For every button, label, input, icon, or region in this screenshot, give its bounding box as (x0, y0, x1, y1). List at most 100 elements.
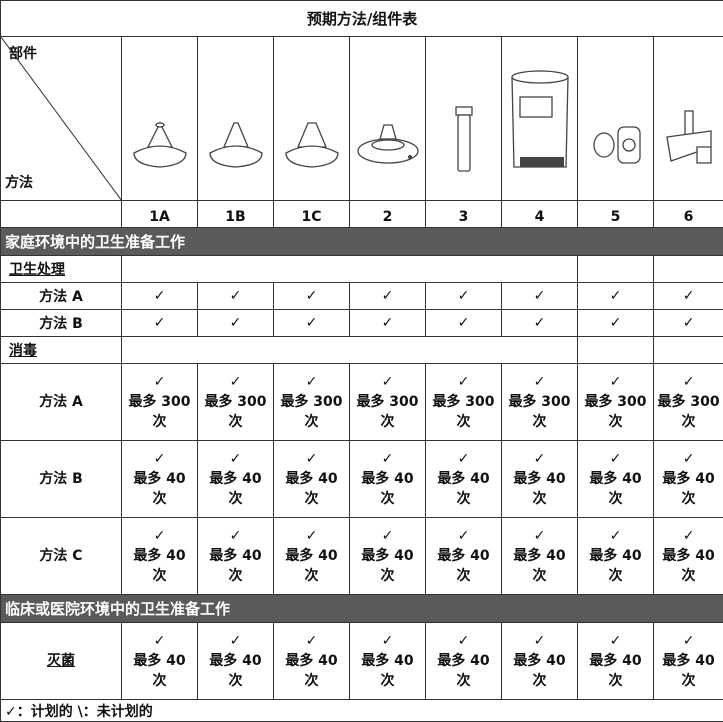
cell-line: ✓ (502, 631, 577, 651)
component-icon (432, 57, 496, 177)
header-corner: 部件方法 (1, 37, 122, 201)
table-cell: ✓ (502, 283, 578, 310)
cell-line: ✓ (350, 449, 425, 469)
table-row: 家庭环境中的卫生准备工作 (1, 228, 723, 256)
cell-line: ✓ (578, 288, 653, 304)
table-cell: ✓ (350, 310, 426, 337)
cell-line: 次 (426, 412, 501, 432)
component-number: 4 (502, 201, 578, 228)
component-icon (356, 57, 420, 177)
cell-line: ✓ (654, 526, 723, 546)
component-image (654, 37, 723, 201)
cell-line: ✓ (578, 315, 653, 331)
cell-line: ✓ (654, 631, 723, 651)
cell-line: 次 (274, 489, 349, 509)
cell-line: 最多 40 (502, 469, 577, 489)
cell-line: 最多 40 (122, 546, 197, 566)
component-image (350, 37, 426, 201)
cell-line: 次 (578, 412, 653, 432)
cell-line: ✓ (350, 526, 425, 546)
cell-line: ✓ (578, 631, 653, 651)
section-header: 临床或医院环境中的卫生准备工作 (1, 595, 723, 623)
cell-line: ✓ (426, 449, 501, 469)
cell-line: 最多 300 (426, 392, 501, 412)
component-number: 3 (426, 201, 502, 228)
cell-line: 次 (654, 412, 723, 432)
cell-line: ✓ (198, 526, 273, 546)
cell-line: 次 (350, 489, 425, 509)
table-cell: ✓ (426, 310, 502, 337)
table-cell: ✓ (654, 310, 723, 337)
cell-line: ✓ (274, 449, 349, 469)
row-label: 灭菌 (1, 623, 122, 700)
cell-line: 最多 300 (578, 392, 653, 412)
cell-line: ✓ (426, 288, 501, 304)
cell-line: 次 (502, 489, 577, 509)
cell-line: ✓ (502, 288, 577, 304)
blank-cell (654, 256, 723, 283)
cell-line: 次 (426, 489, 501, 509)
cell-line: 次 (350, 671, 425, 691)
cell-line: ✓ (654, 288, 723, 304)
cell-line: ✓ (426, 372, 501, 392)
cell-line: 次 (350, 412, 425, 432)
cell-line: ✓ (350, 288, 425, 304)
group-label: 消毒 (1, 337, 122, 364)
table-cell: ✓ (578, 310, 654, 337)
cell-line: 次 (122, 489, 197, 509)
cell-line: 最多 40 (122, 469, 197, 489)
cell-line: 最多 40 (502, 651, 577, 671)
cell-line: ✓ (502, 372, 577, 392)
cell-line: ✓ (274, 631, 349, 651)
cell-line: 最多 300 (122, 392, 197, 412)
cell-line: 次 (654, 566, 723, 586)
cell-line: ✓ (426, 526, 501, 546)
component-image (198, 37, 274, 201)
table-row: 方法 A✓✓✓✓✓✓✓✓ (1, 283, 723, 310)
cell-line: 最多 40 (350, 469, 425, 489)
cell-line: 最多 40 (426, 469, 501, 489)
cell-line: 次 (198, 566, 273, 586)
cell-line: 次 (426, 671, 501, 691)
table-title: 预期方法/组件表 (1, 1, 723, 37)
cell-line: ✓ (122, 526, 197, 546)
component-image (274, 37, 350, 201)
parts-label: 部件 (9, 43, 37, 63)
cell-line: 次 (198, 412, 273, 432)
table-cell: ✓ (122, 283, 198, 310)
cell-line: ✓ (274, 372, 349, 392)
blank-cell (654, 337, 723, 364)
row-label: 方法 A (1, 364, 122, 441)
component-icon (657, 57, 721, 177)
cell-line: 最多 40 (578, 651, 653, 671)
cell-line: 最多 40 (350, 546, 425, 566)
cell-line: ✓ (502, 526, 577, 546)
cell-line: 最多 40 (274, 651, 349, 671)
cell-line: 最多 40 (654, 651, 723, 671)
table-cell: ✓ (274, 283, 350, 310)
cell-line: ✓ (350, 631, 425, 651)
cell-line: 次 (122, 671, 197, 691)
cell-line: 最多 40 (502, 546, 577, 566)
row-label: 方法 B (1, 441, 122, 518)
cell-line: 次 (654, 671, 723, 691)
cell-line: 最多 40 (274, 546, 349, 566)
cell-line: ✓ (274, 526, 349, 546)
component-number: 5 (578, 201, 654, 228)
cell-line: ✓ (654, 372, 723, 392)
